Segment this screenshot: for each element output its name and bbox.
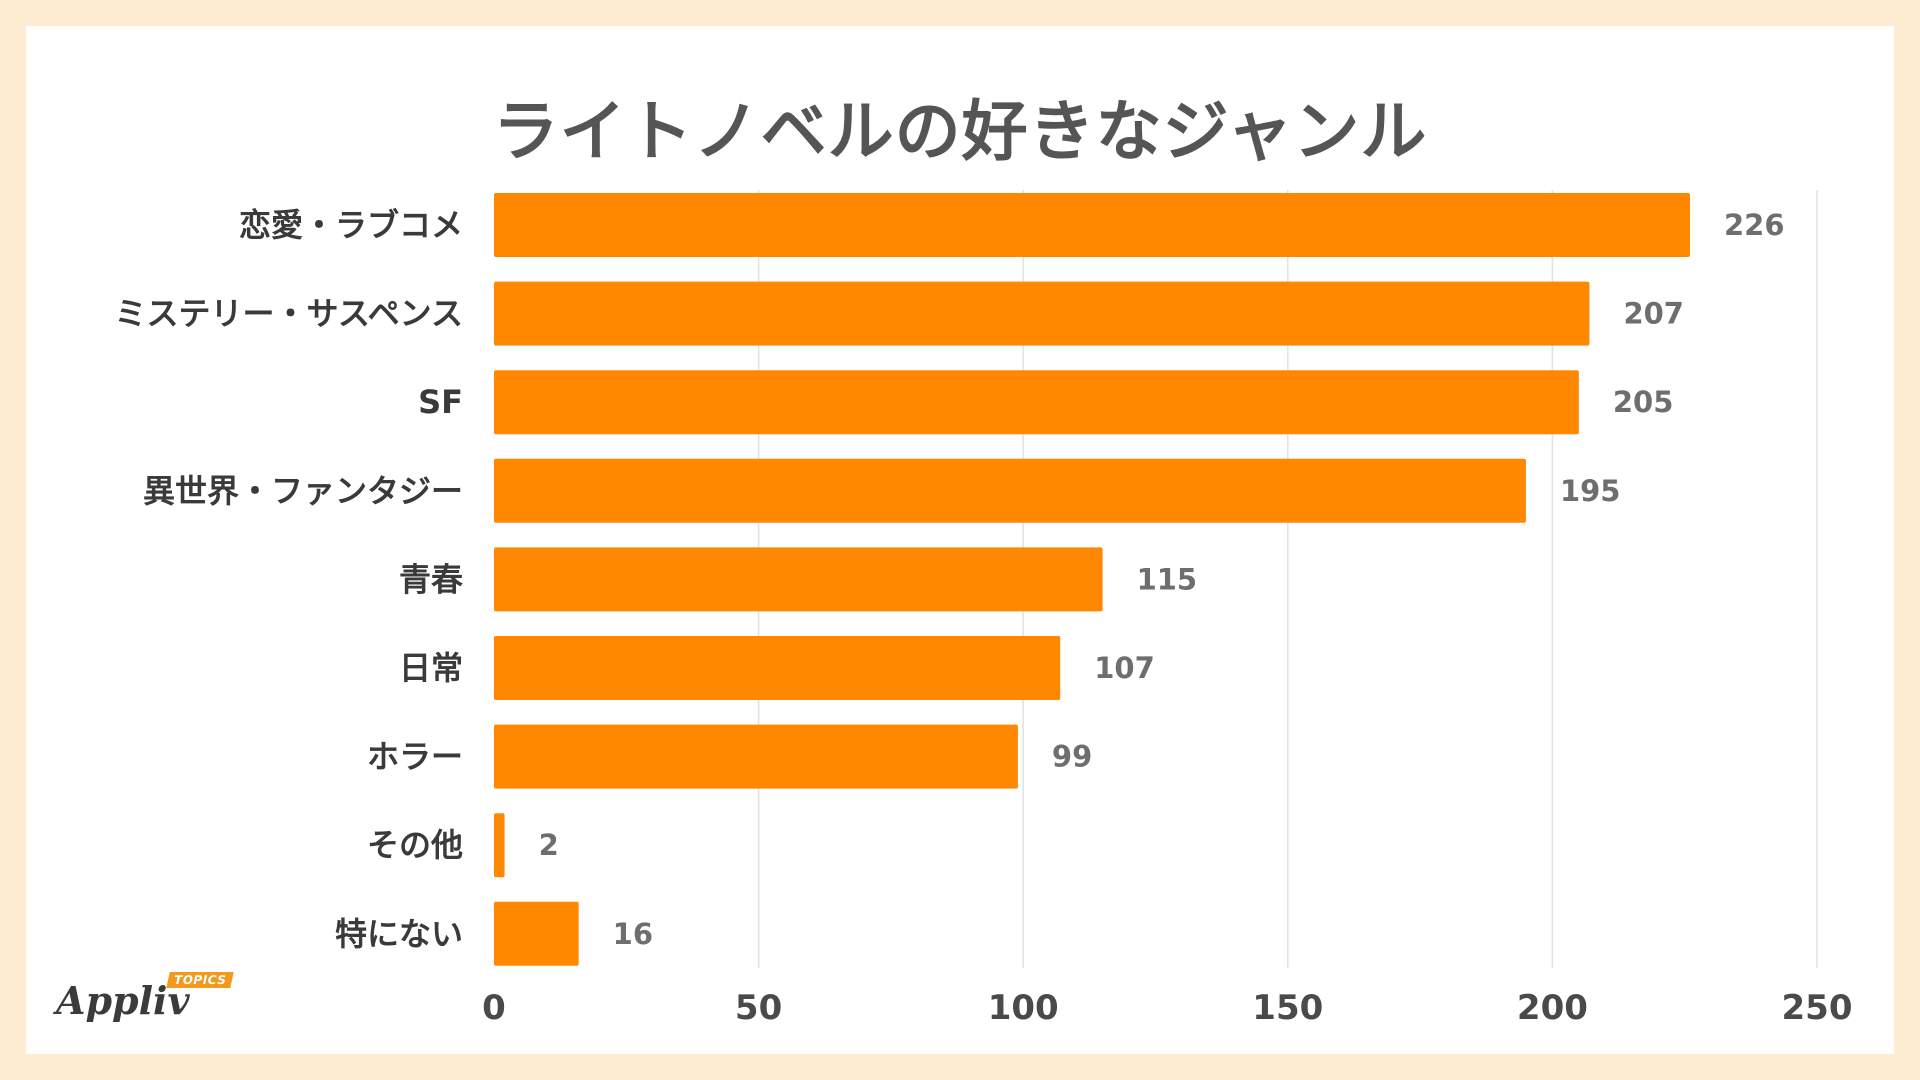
category-label: 特にない [335,915,463,953]
data-label: 205 [1613,385,1674,419]
chart-title: ライトノベルの好きなジャンル [492,93,1428,170]
logo-badge: TOPICS [166,972,235,988]
bars [494,193,1690,966]
bar [494,724,1018,789]
data-label: 16 [613,917,653,951]
data-label: 115 [1137,562,1198,596]
bar [494,636,1061,700]
category-label: ミステリー・サスペンス [115,295,463,333]
category-label: 青春 [399,560,463,598]
appliv-topics-logo: Appliv TOPICS [56,972,246,1032]
category-label: 異世界・ファンタジー [143,472,463,510]
data-label: 195 [1560,474,1621,508]
x-tick-label: 250 [1782,988,1853,1028]
x-tick-label: 150 [1252,988,1323,1028]
bar [494,281,1590,346]
category-label: 恋愛・ラブコメ [239,206,463,244]
data-label: 207 [1623,297,1684,331]
x-tick-label: 50 [735,988,782,1028]
bar [494,370,1579,435]
value-labels: 226 207 205 195 115 107 99 2 16 [539,208,1785,951]
x-tick-label: 200 [1517,988,1588,1028]
category-label: SF [418,383,463,421]
category-label: 日常 [399,649,463,687]
x-tick-label: 0 [482,988,506,1028]
data-label: 2 [539,828,559,862]
category-label: ホラー [367,738,463,776]
bar [494,901,579,966]
bar [494,458,1526,523]
x-tick-labels: 0 50 100 150 200 250 [482,988,1852,1028]
data-label: 99 [1052,740,1092,774]
bar [494,193,1690,257]
data-label: 226 [1724,208,1785,242]
bar [494,813,505,878]
category-label: その他 [367,826,463,864]
data-label: 107 [1094,651,1155,685]
bar [494,547,1103,612]
x-tick-label: 100 [988,988,1059,1028]
